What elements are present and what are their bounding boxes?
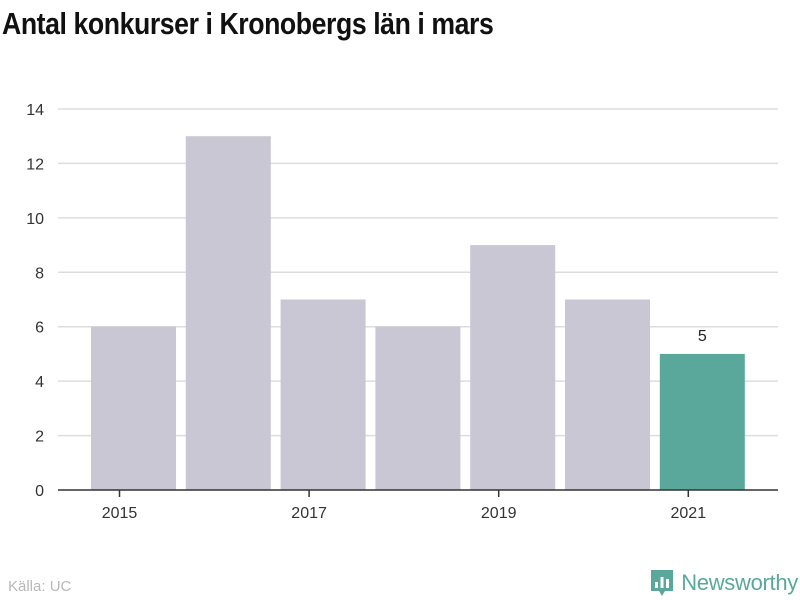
data-label: 5 — [698, 328, 707, 345]
bar-chart-badge-icon — [651, 570, 674, 596]
x-tick-label: 2019 — [481, 505, 517, 522]
x-tick-label: 2015 — [102, 505, 138, 522]
brand-logo: Newsworthy — [649, 568, 798, 598]
y-tick-label: 2 — [35, 429, 44, 446]
bar — [470, 245, 556, 490]
x-tick-label: 2017 — [291, 505, 327, 522]
bar — [185, 136, 271, 490]
bar — [565, 299, 650, 490]
chart-title: Antal konkurser i Kronobergs län i mars — [2, 6, 494, 41]
bar — [280, 299, 366, 490]
x-tick-label: 2021 — [671, 505, 707, 522]
y-tick-label: 0 — [35, 483, 44, 500]
y-tick-label: 12 — [26, 156, 44, 173]
y-tick-label: 8 — [35, 265, 44, 282]
bar — [91, 326, 176, 490]
y-tick-label: 6 — [35, 320, 44, 337]
brand-name: Newsworthy — [681, 570, 798, 595]
y-tick-label: 10 — [26, 211, 44, 228]
y-tick-label: 4 — [35, 374, 44, 391]
y-tick-label: 14 — [26, 102, 44, 119]
bar — [375, 326, 461, 490]
bar — [659, 353, 745, 490]
source-note: Källa: UC — [8, 578, 72, 595]
